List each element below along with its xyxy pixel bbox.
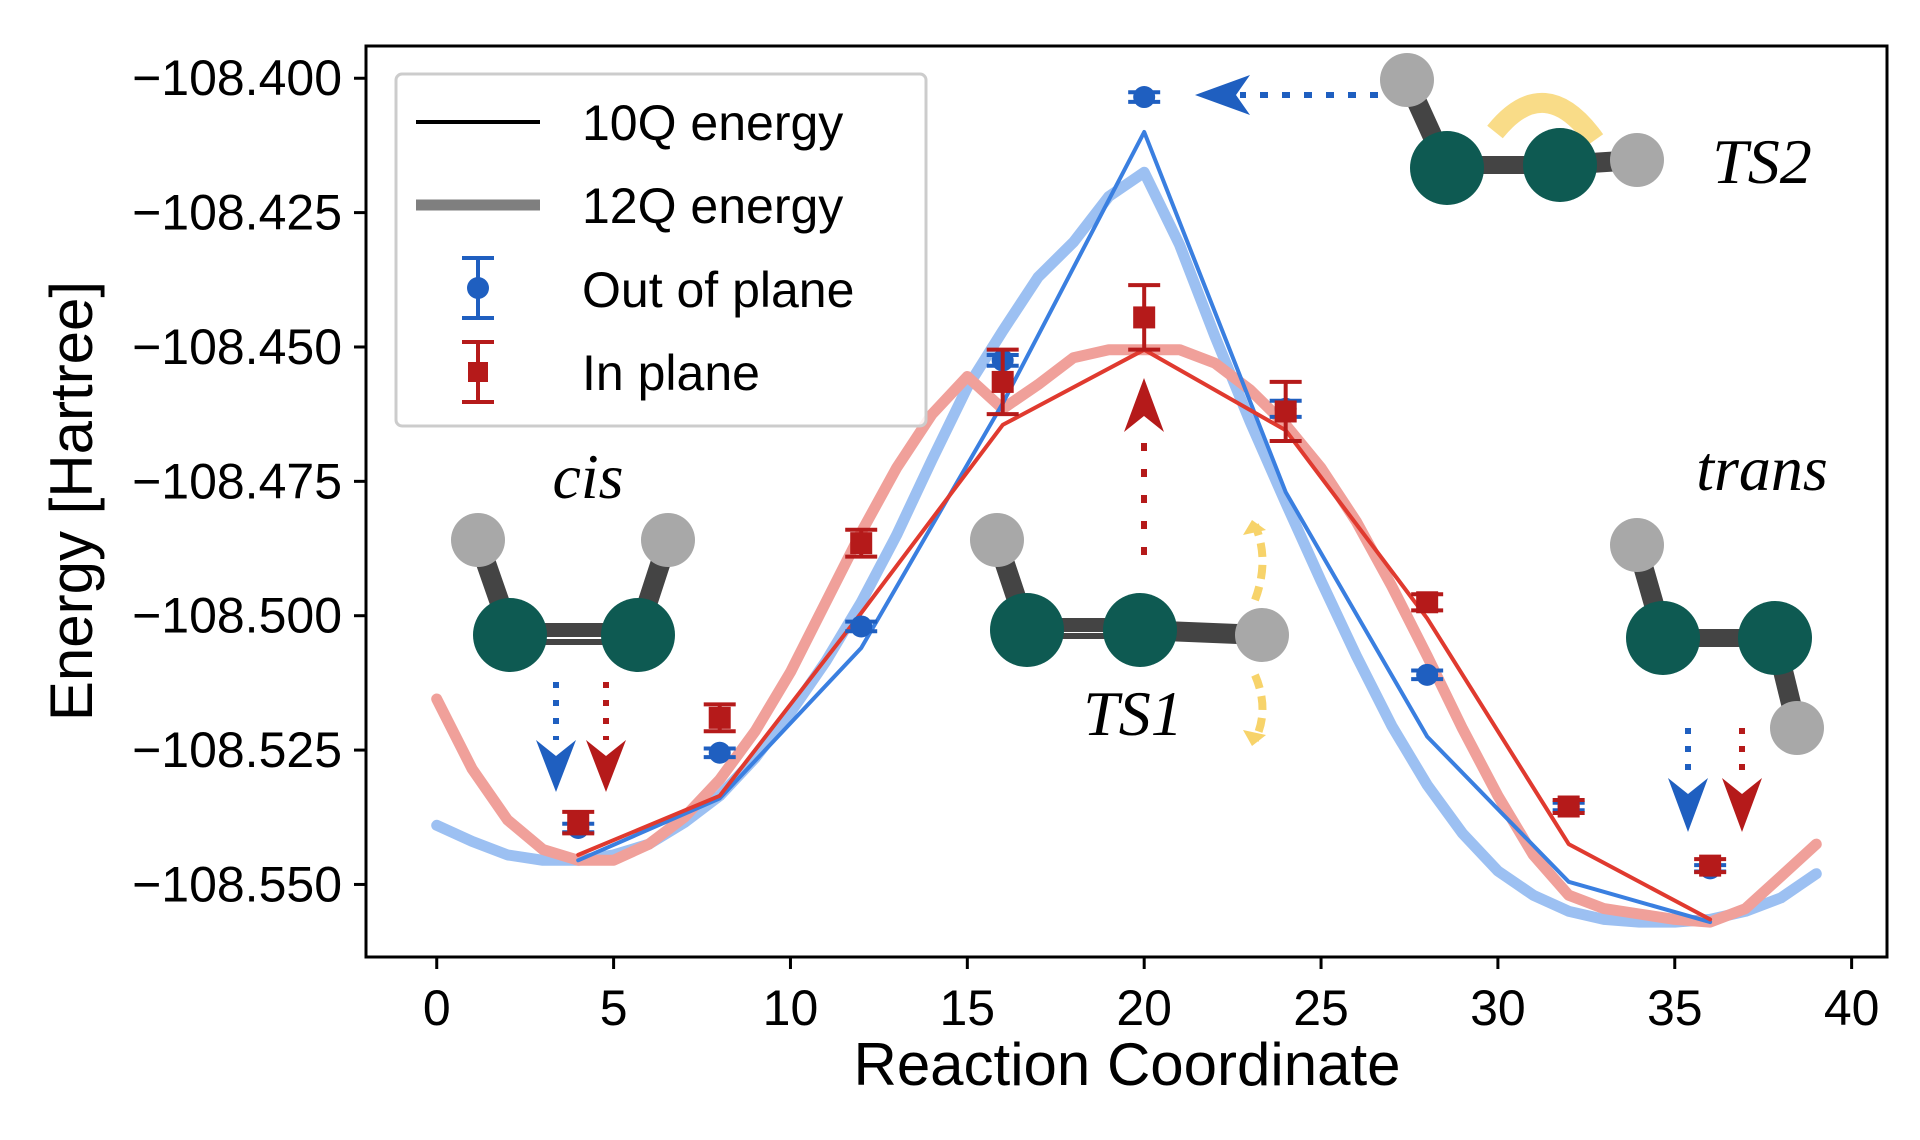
x-tick-label: 15 [940, 980, 996, 1036]
data-point-out-of-plane [1411, 663, 1444, 686]
y-axis-title: Energy [Hartree] [38, 281, 105, 721]
marker-square [991, 370, 1014, 393]
legend-label-12q: 12Q energy [582, 178, 843, 234]
legend-label-out-of-plane: Out of plane [582, 262, 854, 318]
cis-label: cis [552, 441, 623, 512]
data-point-in-plane [1694, 854, 1727, 877]
series-lines [431, 130, 1822, 928]
x-tick-label: 40 [1824, 980, 1880, 1036]
trans-molecule-icon [1610, 518, 1824, 832]
marker-square [850, 532, 873, 555]
data-point-in-plane [986, 347, 1019, 417]
x-tick-label: 10 [763, 980, 819, 1036]
ts2-molecule-icon [1195, 53, 1664, 205]
marker-square [1557, 795, 1580, 818]
marker-circle [850, 615, 873, 638]
y-tick-label: −108.425 [132, 185, 342, 241]
x-axis-title: Reaction Coordinate [853, 1031, 1400, 1098]
data-point-out-of-plane [845, 615, 878, 638]
legend-label-in-plane: In plane [582, 345, 760, 401]
marker-square [1274, 400, 1297, 423]
cis-molecule-icon [451, 513, 695, 792]
y-tick-label: −108.450 [132, 319, 342, 375]
legend: 10Q energy 12Q energy Out of plane In pl… [394, 72, 928, 428]
y-tick-label: −108.475 [132, 453, 342, 509]
series-line-out_10q [576, 130, 1713, 925]
x-tick-label: 0 [423, 980, 451, 1036]
data-point-in-plane [1128, 283, 1161, 352]
data-point-in-plane [562, 809, 595, 836]
data-point-out-of-plane [1128, 86, 1161, 109]
series-markers [562, 86, 1727, 880]
data-point-in-plane [1269, 379, 1302, 444]
x-tick-label: 30 [1470, 980, 1526, 1036]
legend-box [394, 72, 928, 428]
x-tick-label: 5 [600, 980, 628, 1036]
legend-swatch-out-of-plane [462, 256, 494, 320]
marker-square [708, 706, 731, 729]
data-point-in-plane [1552, 795, 1585, 818]
plot-frame [364, 44, 1889, 959]
plot-area [364, 44, 1889, 959]
series-line-in_12q [431, 344, 1822, 928]
data-point-in-plane [703, 702, 736, 734]
marker-square [1416, 591, 1439, 614]
y-tick-label: −108.550 [132, 856, 342, 912]
y-tick-label: −108.400 [132, 50, 342, 106]
axis-ticks: 0 5 10 15 20 25 30 35 40 −108.400 −108.425 −108.450… [132, 50, 1879, 1036]
marker-circle [1133, 86, 1156, 109]
marker-square [1699, 854, 1722, 877]
y-tick-label: −108.500 [132, 588, 342, 644]
ts1-molecule-icon [970, 378, 1289, 746]
molecule-illustrations [451, 53, 1824, 832]
x-tick-label: 35 [1647, 980, 1703, 1036]
legend-label-10q: 10Q energy [582, 95, 843, 151]
ts1-label: TS1 [1083, 678, 1183, 749]
y-tick-label: −108.525 [132, 722, 342, 778]
data-point-in-plane [1411, 591, 1444, 614]
x-tick-label: 25 [1293, 980, 1349, 1036]
marker-square [1133, 306, 1156, 329]
ts2-label: TS2 [1712, 126, 1812, 197]
marker-circle [708, 741, 731, 764]
x-tick-label: 20 [1116, 980, 1172, 1036]
marker-circle [1416, 663, 1439, 686]
legend-swatch-in-plane [462, 340, 494, 404]
data-point-out-of-plane [703, 741, 736, 764]
trans-label: trans [1696, 433, 1828, 504]
marker-square [567, 811, 590, 834]
data-point-in-plane [845, 527, 878, 559]
